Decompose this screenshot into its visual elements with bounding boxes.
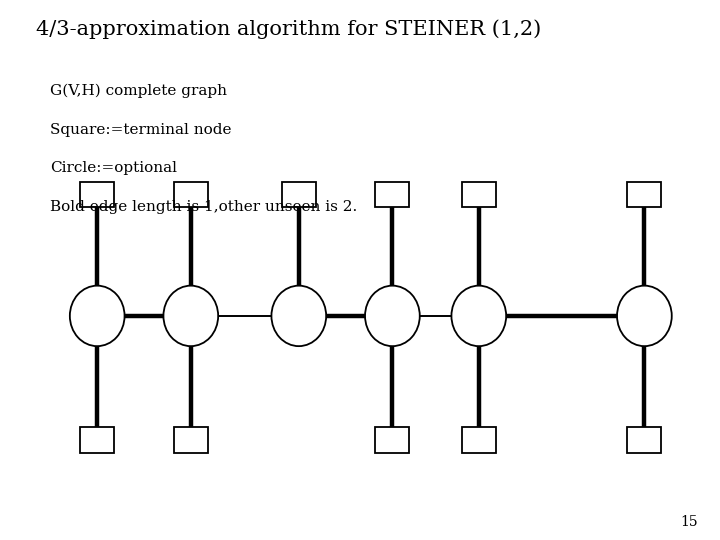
Ellipse shape	[70, 286, 125, 346]
Text: 15: 15	[681, 515, 698, 529]
Bar	[462, 181, 496, 207]
Bar	[628, 181, 662, 207]
Bar	[81, 428, 114, 453]
Ellipse shape	[451, 286, 506, 346]
Bar	[462, 428, 496, 453]
Bar	[174, 428, 208, 453]
Bar	[376, 428, 410, 453]
Text: Square:=terminal node: Square:=terminal node	[50, 123, 232, 137]
Text: G(V,H) complete graph: G(V,H) complete graph	[50, 84, 228, 98]
Text: Bold edge length is 1,other unseen is 2.: Bold edge length is 1,other unseen is 2.	[50, 200, 358, 214]
Text: 4/3-approximation algorithm for STEINER (1,2): 4/3-approximation algorithm for STEINER …	[36, 19, 541, 38]
Bar	[376, 181, 410, 207]
Bar	[174, 181, 208, 207]
Ellipse shape	[271, 286, 326, 346]
Bar	[81, 181, 114, 207]
Ellipse shape	[365, 286, 420, 346]
Ellipse shape	[163, 286, 218, 346]
Text: Circle:=optional: Circle:=optional	[50, 161, 177, 176]
Ellipse shape	[617, 286, 672, 346]
Bar	[282, 181, 315, 207]
Bar	[628, 428, 662, 453]
